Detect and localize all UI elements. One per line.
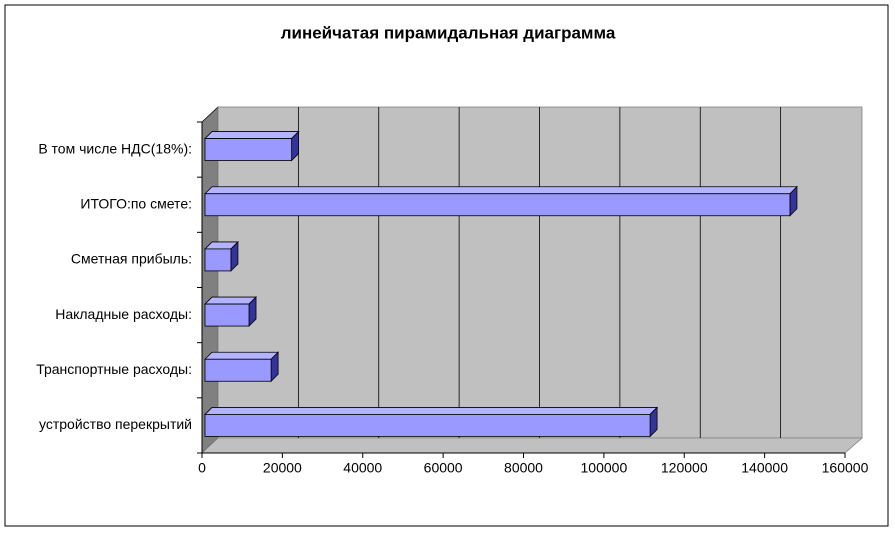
bar-top <box>204 407 659 415</box>
x-tick-label: 120000 <box>661 460 708 476</box>
chart-title: линейчатая пирамидальная диаграмма <box>281 23 616 42</box>
x-tick-label: 140000 <box>741 460 788 476</box>
y-tick-label: Накладные расходы: <box>55 306 192 322</box>
bar <box>204 185 798 217</box>
x-tick-label: 100000 <box>581 460 628 476</box>
x-tick-label: 0 <box>198 460 206 476</box>
bar-front <box>204 303 250 327</box>
bar <box>204 240 239 272</box>
bar-front <box>204 138 293 161</box>
x-tick-label: 60000 <box>424 460 463 476</box>
y-tick-label: Сметная прибыль: <box>71 251 192 267</box>
back-wall <box>217 106 863 439</box>
x-tick-label: 20000 <box>263 460 302 476</box>
bar-top <box>204 296 257 305</box>
bar <box>204 296 257 328</box>
x-tick-label: 40000 <box>343 460 382 476</box>
bar-top <box>204 351 280 360</box>
bar-front <box>204 193 791 217</box>
x-tick-label: 80000 <box>504 460 543 476</box>
bar-front <box>204 414 651 437</box>
bar <box>204 130 300 162</box>
bar-top <box>204 131 300 139</box>
y-tick-label: устройство перекрытий <box>39 416 192 432</box>
bar-front <box>204 248 232 272</box>
bar <box>204 406 659 438</box>
bar-top <box>204 186 798 195</box>
bar-front <box>204 358 272 382</box>
y-tick-label: ИТОГО:по смете: <box>80 195 192 211</box>
floor <box>200 437 864 454</box>
y-tick-label: В том числе НДС(18%): <box>38 140 192 156</box>
bar <box>204 351 280 383</box>
x-tick-label: 160000 <box>822 460 869 476</box>
y-tick-label: Транспортные расходы: <box>36 361 192 377</box>
